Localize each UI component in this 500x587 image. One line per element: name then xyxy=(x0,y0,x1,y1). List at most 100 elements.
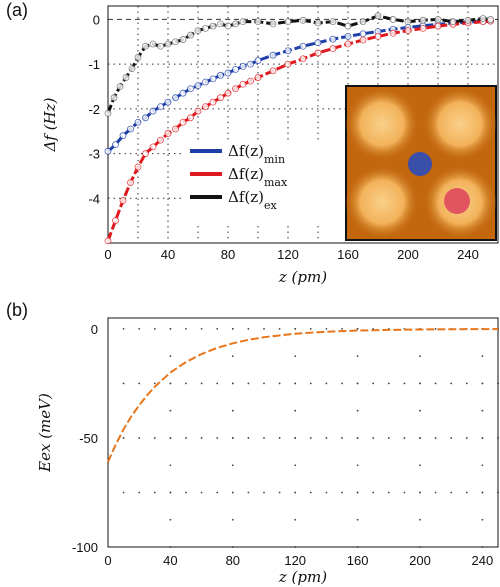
grid-dot xyxy=(231,382,234,385)
data-point xyxy=(487,16,494,23)
panel-b-label: (b) xyxy=(6,300,28,320)
grid-dot xyxy=(434,491,437,494)
data-point xyxy=(389,16,397,23)
grid-dot xyxy=(294,518,297,521)
grid-dot xyxy=(481,491,484,494)
data-point xyxy=(419,24,427,32)
inset-blob xyxy=(346,88,418,160)
x-tick-label-a: 200 xyxy=(397,247,419,262)
data-point xyxy=(187,31,194,39)
grid-dot xyxy=(169,518,172,521)
data-point xyxy=(187,114,194,122)
grid-dot xyxy=(153,491,156,494)
x-tick-label-a: 120 xyxy=(277,247,299,262)
grid-dot xyxy=(387,491,390,494)
data-point xyxy=(149,107,157,115)
data-point xyxy=(119,197,127,204)
data-point xyxy=(157,103,164,111)
data-point xyxy=(224,89,232,97)
data-point xyxy=(142,114,149,122)
legend-box xyxy=(183,140,345,222)
data-point xyxy=(172,94,179,102)
data-point xyxy=(164,130,172,137)
x-axis-label-a: z (pm) xyxy=(278,268,327,286)
data-point xyxy=(112,141,119,149)
data-point xyxy=(127,179,134,187)
data-point xyxy=(209,98,217,106)
inset-blob xyxy=(346,166,418,238)
data-point xyxy=(110,94,118,102)
grid-dot xyxy=(263,437,265,439)
data-point xyxy=(284,60,292,68)
grid-dot xyxy=(481,382,484,385)
y-tick-label-b: 0 xyxy=(91,322,98,337)
x-tick-label-b: 0 xyxy=(104,553,111,568)
grid-dot xyxy=(138,437,141,439)
data-point xyxy=(194,27,202,34)
data-point xyxy=(122,74,130,81)
data-point xyxy=(299,16,307,24)
data-point xyxy=(104,237,112,245)
grid-dot xyxy=(419,382,421,385)
data-point xyxy=(202,78,209,86)
grid-dot xyxy=(450,382,453,385)
grid-dot xyxy=(341,491,343,494)
grid-dot xyxy=(309,437,312,439)
grid-dot xyxy=(403,437,406,439)
data-point xyxy=(187,85,194,93)
grid-dot xyxy=(231,409,234,412)
grid-dot xyxy=(356,409,359,412)
legend-label-0: Δf(z)min xyxy=(228,142,285,166)
data-point xyxy=(344,40,352,48)
data-point xyxy=(142,42,149,50)
grid-dot xyxy=(200,382,203,385)
grid-dot xyxy=(169,382,172,385)
grid-dot xyxy=(122,491,125,494)
grid-dot xyxy=(481,464,484,467)
grid-dot xyxy=(247,382,250,385)
data-point xyxy=(284,47,292,55)
data-point xyxy=(314,19,322,27)
data-point xyxy=(284,18,292,26)
data-point xyxy=(247,77,254,85)
y-tick-label-a: -2 xyxy=(88,102,100,117)
x-tick-label-b: 160 xyxy=(347,553,369,568)
data-point xyxy=(254,18,262,26)
grid-dot xyxy=(325,437,328,439)
grid-dot xyxy=(169,328,172,330)
data-point xyxy=(479,15,487,22)
data-point xyxy=(269,20,277,28)
data-point xyxy=(128,65,136,73)
grid-dot xyxy=(419,518,421,521)
grid-dot xyxy=(325,491,328,494)
grid-dot xyxy=(434,328,437,330)
data-point xyxy=(419,16,427,24)
grid-dot xyxy=(465,491,468,494)
data-point xyxy=(157,136,164,144)
x-tick-label-a: 240 xyxy=(457,247,479,262)
data-point xyxy=(209,75,217,83)
y-tick-label-a: -1 xyxy=(88,57,100,72)
data-point xyxy=(434,16,442,23)
grid-dot xyxy=(325,382,328,385)
x-tick-label-a: 160 xyxy=(337,247,359,262)
inset-blob xyxy=(424,88,496,160)
grid-dot xyxy=(278,491,281,494)
y-axis-label-a: Δf (Hz) xyxy=(41,97,59,152)
data-point xyxy=(179,89,187,97)
grid-dot xyxy=(216,328,219,330)
grid-dot xyxy=(216,382,219,385)
grid-dot xyxy=(481,518,484,521)
panel-a-label: (a) xyxy=(6,0,28,20)
grid-dot xyxy=(419,437,421,439)
data-point xyxy=(209,22,217,30)
grid-dot xyxy=(122,437,125,439)
data-point xyxy=(104,147,112,155)
grid-dot xyxy=(450,491,453,494)
grid-dot xyxy=(247,491,250,494)
data-point xyxy=(239,80,247,88)
grid-dot xyxy=(309,491,312,494)
grid-dot xyxy=(263,382,265,385)
data-point xyxy=(119,132,127,140)
